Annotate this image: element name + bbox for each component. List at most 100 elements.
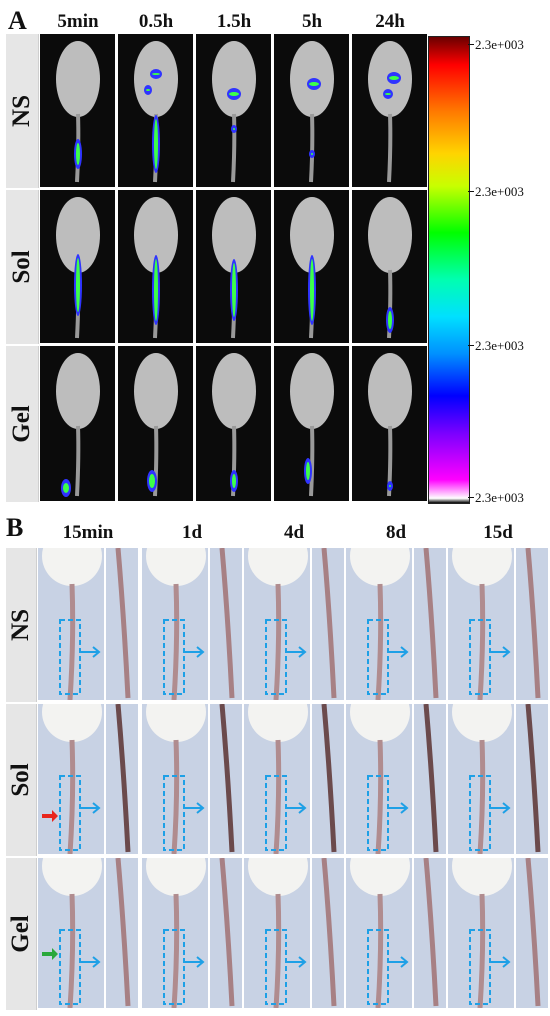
mouse-tail [375,583,384,700]
mouse-tail [477,893,486,1008]
signal-spot-core [385,93,391,95]
colorbar-tick-label: 2.3e+003 [475,338,524,353]
fluorescence-image-ns-1.5h [196,34,271,187]
mouse-tail [273,583,282,700]
mouse-body [146,858,206,896]
zoom-arrow [388,646,409,658]
mouse-tail [171,739,180,854]
panel-b-letter: B [6,513,24,542]
fluorescence-image-sol-5h [274,190,349,343]
panel-b-col-8d: 8d [385,522,407,543]
fluorescence-image-ns-5h [274,34,349,187]
selection-box [367,929,389,1005]
signal-spot-core [146,89,150,91]
closeup-tail [115,704,131,853]
mouse-body [42,548,102,586]
tail-photo-sol-15min [38,704,104,854]
mouse-body [134,353,178,429]
colorbar-tick-label: 2.3e+003 [475,37,524,52]
tail-photo-sol-8d [346,704,412,854]
mouse-body [452,548,512,586]
fluorescence-image-gel-5h [274,346,349,501]
zoom-arrow [388,956,409,968]
tail-closeup-gel-15d [516,858,548,1008]
mouse-body [212,353,256,429]
selection-box [59,929,81,1005]
tail-photo-ns-8d [346,548,412,700]
selection-box [367,775,389,851]
closeup-tail [423,548,439,699]
colorbar-tick-label: 2.3e+003 [475,184,524,199]
mouse-body [56,353,100,429]
signal-spot-core [389,485,391,487]
closeup-tail [115,858,131,1007]
closeup-tail [423,858,439,1007]
colorbar-tick-mark [468,44,474,45]
selection-box [265,619,287,695]
signal-spot-core [76,258,80,312]
mouse-body [56,41,100,117]
panel-b-col-1d: 1d [181,522,203,543]
green-arrow-marker [42,948,58,960]
signal-spot-core [306,462,310,480]
signal-spot-core [310,259,314,321]
mouse-tail [171,893,180,1008]
zoom-arrow [286,802,307,814]
panel-b-row-label-sol: Sol [6,704,37,856]
zoom-arrow [490,956,511,968]
colorbar-tick-mark [468,345,474,346]
colorbar-tick-label: 2.3e+003 [475,490,524,505]
mouse-body [248,858,308,896]
tail-photo-ns-15d [448,548,514,700]
fluorescence-image-gel-0.5h [118,346,193,501]
selection-box [163,775,185,851]
mouse-tail [67,893,76,1008]
closeup-tail [321,858,337,1007]
panel-b-col-15d: 15d [483,522,513,543]
fluorescence-image-sol-5min [40,190,115,343]
panel-b-row-label-gel: Gel [6,858,37,1010]
zoom-arrow [286,646,307,658]
mouse-body [42,858,102,896]
selection-box [469,929,491,1005]
tail-photo-sol-1d [142,704,208,854]
tail-closeup-gel-15min [106,858,138,1008]
tail-photo-sol-15d [448,704,514,854]
mouse-body [368,353,412,429]
mouse-body [290,353,334,429]
mouse-body [146,704,206,742]
panel-b-col-4d: 4d [283,522,305,543]
closeup-tail [219,858,235,1007]
panel-a-row-label-ns: NS [6,34,39,188]
signal-spot-core [229,92,239,96]
closeup-tail [115,548,131,699]
mouse-body [368,197,412,273]
tail-closeup-ns-15min [106,548,138,700]
closeup-tail [525,704,541,853]
zoom-arrow [490,802,511,814]
closeup-tail [219,704,235,853]
tail-closeup-gel-1d [210,858,242,1008]
tail-photo-gel-1d [142,858,208,1008]
selection-box [163,619,185,695]
red-arrow-marker [42,810,58,822]
tail-photo-ns-1d [142,548,208,700]
zoom-arrow [184,802,205,814]
mouse-tail [171,583,180,700]
mouse-body [350,858,410,896]
closeup-tail [219,548,235,699]
selection-box [469,619,491,695]
selection-box [163,929,185,1005]
tail-closeup-sol-1d [210,704,242,854]
tail-closeup-ns-1d [210,548,242,700]
selection-box [367,619,389,695]
panel-a-col-5h: 5h [301,11,323,32]
tail-photo-gel-4d [244,858,310,1008]
tail-photo-gel-8d [346,858,412,1008]
signal-spot-core [152,73,160,75]
fluorescence-image-sol-24h [352,190,427,343]
tail-closeup-gel-4d [312,858,344,1008]
zoom-arrow [80,956,101,968]
fluorescence-image-gel-1.5h [196,346,271,501]
panel-a-col-1.5h: 1.5h [216,11,252,32]
